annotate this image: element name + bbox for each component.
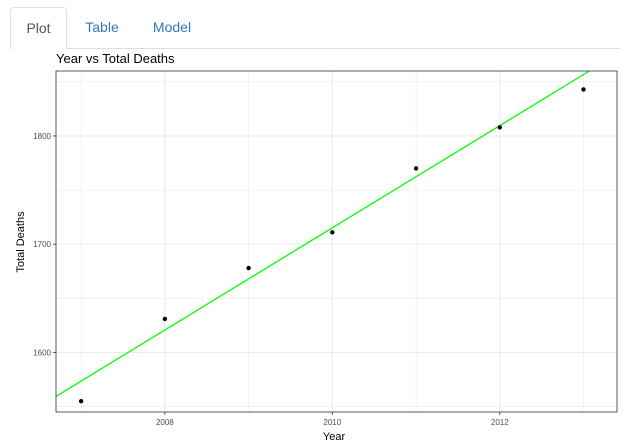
data-point	[78, 398, 84, 404]
data-point	[162, 316, 168, 322]
y-axis-ticks: 1600 1700 1800	[33, 132, 56, 357]
y-axis-title: Total Deaths	[15, 211, 27, 273]
data-point	[246, 265, 251, 271]
y-tick-label: 1700	[33, 240, 51, 249]
data-point	[581, 87, 586, 92]
x-tick-label: 2012	[491, 418, 509, 427]
grid-lines	[56, 71, 617, 412]
chart-title: Year vs Total Deaths	[56, 51, 175, 66]
y-tick-label: 1800	[33, 132, 51, 141]
y-tick-label: 1600	[33, 348, 51, 357]
tab-bar: Plot Table Model	[10, 0, 620, 50]
panel-border	[55, 70, 618, 413]
data-point	[330, 230, 335, 235]
data-point	[497, 125, 502, 130]
data-point	[413, 166, 419, 171]
tab-model[interactable]: Model	[152, 19, 192, 35]
x-axis-title: Year	[323, 431, 346, 442]
x-tick-label: 2010	[323, 418, 341, 427]
tab-plot[interactable]: Plot	[10, 7, 67, 50]
scatter-chart: Year vs Total Deaths 2008 2010 2012 1600 17…	[15, 51, 618, 442]
x-tick-label: 2008	[156, 418, 174, 427]
x-axis-ticks: 2008 2010 2012	[156, 412, 509, 427]
data-points	[78, 87, 586, 404]
fit-line	[55, 70, 590, 397]
tab-table[interactable]: Table	[85, 19, 119, 35]
